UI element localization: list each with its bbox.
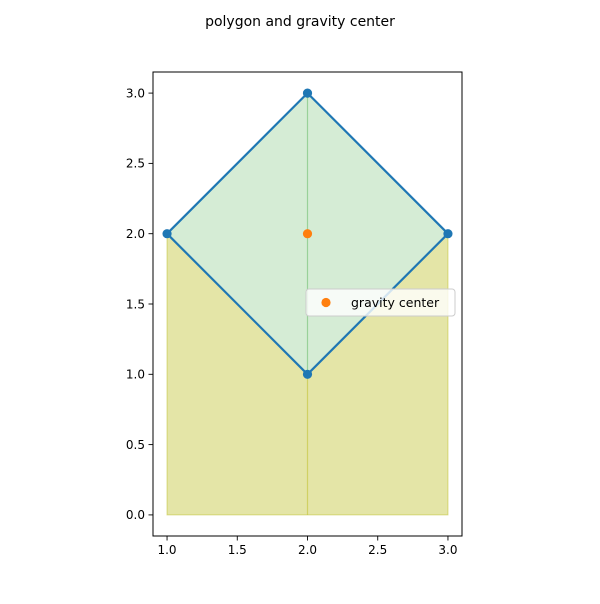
legend-label: gravity center xyxy=(351,295,440,310)
x-tick-label: 1.0 xyxy=(157,543,176,557)
x-tick-label: 3.0 xyxy=(438,543,457,557)
y-tick-label: 2.0 xyxy=(126,227,145,241)
polygon-vertex-point xyxy=(302,369,313,379)
chart-title: polygon and gravity center xyxy=(205,14,395,30)
legend: gravity center xyxy=(305,288,456,317)
y-tick-label: 2.5 xyxy=(126,157,145,171)
legend-box xyxy=(305,288,456,317)
polygon-vertex-point xyxy=(162,229,172,239)
gravity-center-point xyxy=(302,229,313,239)
x-tick-label: 2.5 xyxy=(368,543,387,557)
y-tick-label: 0.0 xyxy=(126,508,145,522)
y-tick-label: 1.5 xyxy=(126,297,145,311)
x-tick-label: 1.5 xyxy=(228,543,247,557)
y-tick-label: 1.0 xyxy=(126,368,145,382)
polygon-vertex-point xyxy=(443,229,453,239)
y-tick-label: 0.5 xyxy=(126,438,145,452)
axes: 1.0 1.5 2.0 2.5 3.0 0.0 0.5 1.0 1.5 2.0 2.5 3.0 xyxy=(126,71,463,557)
legend-marker xyxy=(321,297,331,308)
x-tick-label: 2.0 xyxy=(298,543,317,557)
y-tick-label: 3.0 xyxy=(126,86,145,100)
polygon-vertex-point xyxy=(302,88,313,98)
